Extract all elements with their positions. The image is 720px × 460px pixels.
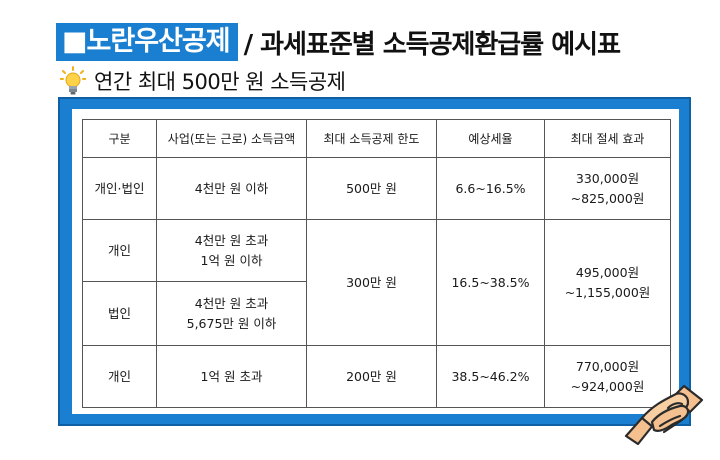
row-saving: 330,000원 ~825,000원: [544, 157, 671, 220]
row-rate: 6.6~16.5%: [436, 157, 545, 220]
income-line-1: 4천만 원 초과: [194, 295, 269, 311]
row-limit: 500만 원: [306, 157, 437, 220]
table-row: 개인 1억 원 초과 200만 원 38.5~46.2% 770,000원 ~9…: [82, 345, 671, 408]
table-row: 법인 4천만 원 초과 5,675만 원 이하: [82, 281, 671, 346]
saving-max: ~924,000원: [570, 378, 645, 394]
title-brand: ■노란우산공제: [56, 23, 238, 61]
saving-min: 330,000원: [575, 170, 640, 186]
row-saving: 770,000원 ~924,000원: [544, 345, 671, 408]
lightbulb-icon: [59, 66, 87, 96]
row-income: 4천만 원 초과 1억 원 이하: [156, 219, 307, 282]
row-income: 4천만 원 초과 5,675만 원 이하: [156, 281, 307, 346]
saving-min: 770,000원: [575, 358, 640, 374]
title-text: / 과세표준별 소득공제환급률 예시표: [243, 29, 621, 60]
table-header-row: 구분 사업(또는 근로) 소득금액 최대 소득공제 한도 예상세율 최대 절세 …: [82, 119, 671, 158]
header-income: 사업(또는 근로) 소득금액: [156, 119, 307, 158]
subtitle: 연간 최대 500만 원 소득공제: [94, 70, 346, 94]
header-category: 구분: [82, 119, 157, 158]
income-line-2: 1억 원 이하: [200, 252, 263, 268]
refund-table: 구분 사업(또는 근로) 소득금액 최대 소득공제 한도 예상세율 최대 절세 …: [82, 119, 671, 408]
subtitle-row: 연간 최대 500만 원 소득공제: [59, 64, 346, 98]
saving-min: 495,000원: [575, 264, 640, 280]
handshake-icon: [624, 378, 704, 448]
header-saving: 최대 절세 효과: [544, 119, 671, 158]
row-rate: 16.5~38.5%: [436, 219, 545, 346]
row-type: 법인: [82, 281, 157, 346]
row-income: 1억 원 초과: [156, 345, 307, 408]
row-type: 개인·법인: [82, 157, 157, 220]
saving-max: ~1,155,000원: [564, 284, 651, 300]
header-limit: 최대 소득공제 한도: [306, 119, 437, 158]
table-row: 개인·법인 4천만 원 이하 500만 원 6.6~16.5% 330,000원…: [82, 157, 671, 220]
row-limit: 200만 원: [306, 345, 437, 408]
page-title: ■노란우산공제 / 과세표준별 소득공제환급률 예시표: [56, 22, 621, 62]
row-rate: 38.5~46.2%: [436, 345, 545, 408]
row-limit: 300만 원: [306, 219, 437, 346]
income-line-1: 4천만 원 초과: [194, 232, 269, 248]
header-rate: 예상세율: [436, 119, 545, 158]
row-type: 개인: [82, 219, 157, 282]
table-row: 개인 4천만 원 초과 1억 원 이하 300만 원 16.5~38.5% 49…: [82, 219, 671, 346]
saving-max: ~825,000원: [570, 190, 645, 206]
row-income: 4천만 원 이하: [156, 157, 307, 220]
table-frame: 구분 사업(또는 근로) 소득금액 최대 소득공제 한도 예상세율 최대 절세 …: [58, 97, 691, 426]
income-line-2: 5,675만 원 이하: [186, 315, 277, 331]
row-saving: 495,000원 ~1,155,000원: [544, 219, 671, 346]
row-type: 개인: [82, 345, 157, 408]
table-panel: 구분 사업(또는 근로) 소득금액 최대 소득공제 한도 예상세율 최대 절세 …: [72, 109, 679, 414]
